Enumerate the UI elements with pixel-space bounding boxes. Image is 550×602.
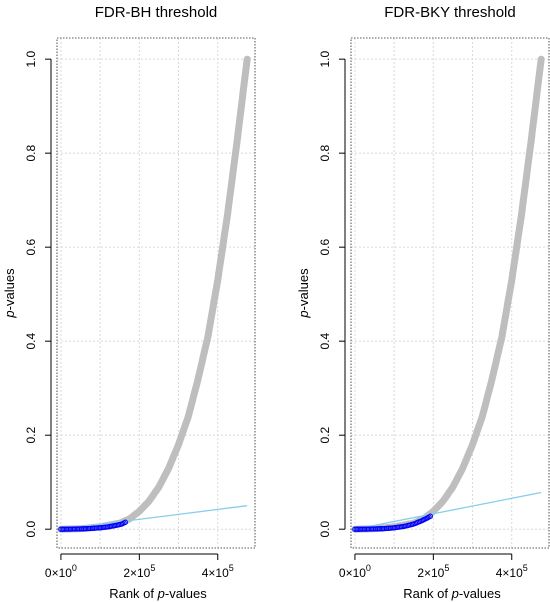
y-tick-label: 0.8 [24, 144, 38, 161]
y-tick-label: 1.0 [318, 50, 332, 67]
y-tick-label: 0.4 [24, 333, 38, 350]
x-tick-label: 4×105 [202, 563, 234, 580]
plot-frame [350, 37, 550, 549]
plot-panel-1: 0×100 2×105 4×105 0.0 0.2 0.4 0.6 0.8 1.0 FDR-BH … [2, 4, 256, 601]
y-tick-label: 0.6 [318, 239, 332, 256]
x-tick-label: 0×100 [339, 563, 371, 580]
y-tick-label: 0.0 [318, 521, 332, 538]
series-significant-blue [58, 519, 129, 532]
chart-title: FDR-BKY threshold [384, 4, 515, 21]
series-significant-blue [352, 513, 434, 532]
x-tick-label: 4×105 [496, 563, 528, 580]
y-tick-label: 0.2 [24, 427, 38, 444]
series-pvalues-grey [57, 55, 251, 533]
y-tick-label: 0.6 [24, 239, 38, 256]
threshold-line [60, 505, 248, 530]
y-tick-label: 0.8 [318, 144, 332, 161]
point-significant [122, 519, 129, 525]
plot-frame [56, 37, 256, 549]
x-axis-label: Rank of p-values [403, 586, 501, 601]
y-tick-label: 0.0 [24, 521, 38, 538]
y-tick-label: 1.0 [24, 50, 38, 67]
x-axis-label: Rank of p-values [109, 586, 207, 601]
x-tick-label: 2×105 [123, 563, 155, 580]
y-axis-label: p-values [296, 268, 311, 319]
x-tick-label: 0×100 [45, 563, 77, 580]
x-tick-label: 2×105 [417, 563, 449, 580]
point-significant [427, 513, 434, 519]
chart-title: FDR-BH threshold [95, 4, 218, 21]
plot-panel-2: 0×100 2×105 4×105 0.0 0.2 0.4 0.6 0.8 1.0 FDR-BKY… [296, 4, 550, 601]
series-pvalues-grey [351, 55, 545, 533]
threshold-line [354, 491, 542, 530]
y-tick-label: 0.2 [318, 427, 332, 444]
y-axis-label: p-values [2, 268, 17, 319]
y-tick-label: 0.4 [318, 333, 332, 350]
